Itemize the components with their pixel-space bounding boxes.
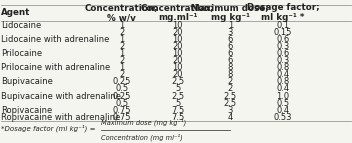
- Text: 0.8: 0.8: [276, 63, 290, 72]
- Text: Prilocaine with adrenaline: Prilocaine with adrenaline: [1, 63, 110, 72]
- Text: 2: 2: [119, 56, 124, 65]
- Text: 20: 20: [172, 28, 183, 37]
- Text: 0.1: 0.1: [276, 20, 289, 29]
- Text: 2: 2: [228, 84, 233, 93]
- Text: 0.53: 0.53: [274, 113, 292, 122]
- Text: 0.5: 0.5: [115, 99, 128, 108]
- Text: 0.6: 0.6: [276, 35, 290, 44]
- Text: 8: 8: [228, 70, 233, 79]
- Text: Ropivacaine: Ropivacaine: [1, 106, 52, 115]
- Text: 10: 10: [172, 63, 183, 72]
- Text: 0.4: 0.4: [276, 70, 289, 79]
- Text: 6: 6: [228, 56, 233, 65]
- Text: 10: 10: [172, 35, 183, 44]
- Text: 0.25: 0.25: [113, 92, 131, 101]
- Text: 3: 3: [228, 106, 233, 115]
- Text: 1.0: 1.0: [276, 92, 289, 101]
- Text: 1: 1: [119, 49, 124, 58]
- Text: Maximum dose (mg kg⁻¹): Maximum dose (mg kg⁻¹): [101, 119, 186, 126]
- Text: Lidocaine with adrenaline: Lidocaine with adrenaline: [1, 35, 109, 44]
- Text: 5: 5: [175, 99, 180, 108]
- Text: Concentration (mg ml⁻¹): Concentration (mg ml⁻¹): [101, 133, 182, 141]
- Text: 1: 1: [228, 20, 233, 29]
- Text: 2.5: 2.5: [224, 92, 237, 101]
- Text: 4: 4: [228, 113, 233, 122]
- Text: Agent: Agent: [1, 8, 30, 17]
- Text: 0.3: 0.3: [276, 42, 290, 51]
- Text: Ropivacaine with adrenaline: Ropivacaine with adrenaline: [1, 113, 120, 122]
- Text: 0.3: 0.3: [276, 56, 290, 65]
- Text: 5: 5: [175, 84, 180, 93]
- Text: Concentration;
% w/v: Concentration; % w/v: [85, 3, 158, 22]
- Text: 0.15: 0.15: [274, 28, 292, 37]
- Text: 6: 6: [228, 35, 233, 44]
- Text: 20: 20: [172, 70, 183, 79]
- Text: 3: 3: [228, 28, 233, 37]
- Text: Bupivacaine with adrenaline: Bupivacaine with adrenaline: [1, 92, 121, 101]
- Text: 1: 1: [119, 20, 124, 29]
- Text: 0.6: 0.6: [276, 49, 290, 58]
- Text: 6: 6: [228, 42, 233, 51]
- Text: 0.75: 0.75: [112, 106, 131, 115]
- Text: 1: 1: [119, 63, 124, 72]
- Text: 1: 1: [119, 35, 124, 44]
- Text: 7.5: 7.5: [171, 113, 184, 122]
- Text: 0.4: 0.4: [276, 106, 289, 115]
- Text: Maximum dose;
mg kg⁻¹: Maximum dose; mg kg⁻¹: [191, 3, 269, 22]
- Text: 2.5: 2.5: [171, 77, 184, 86]
- Text: 20: 20: [172, 56, 183, 65]
- Text: 0.25: 0.25: [113, 77, 131, 86]
- Text: 2: 2: [119, 28, 124, 37]
- Text: 6: 6: [228, 49, 233, 58]
- Text: 10: 10: [172, 49, 183, 58]
- Text: 2.5: 2.5: [171, 92, 184, 101]
- Text: 10: 10: [172, 20, 183, 29]
- Text: *Dosage factor (ml kg⁻¹) =: *Dosage factor (ml kg⁻¹) =: [1, 124, 98, 132]
- Text: 7.5: 7.5: [171, 106, 184, 115]
- Text: 0.8: 0.8: [276, 77, 290, 86]
- Text: 2: 2: [119, 42, 124, 51]
- Text: 20: 20: [172, 42, 183, 51]
- Text: Dosage factor;
ml kg⁻¹ *: Dosage factor; ml kg⁻¹ *: [246, 3, 319, 22]
- Text: 2: 2: [119, 70, 124, 79]
- Text: 2.5: 2.5: [224, 99, 237, 108]
- Text: 0.75: 0.75: [112, 113, 131, 122]
- Text: Bupivacaine: Bupivacaine: [1, 77, 52, 86]
- Text: Lidocaine: Lidocaine: [1, 20, 41, 29]
- Text: 0.5: 0.5: [115, 84, 128, 93]
- Text: 0.4: 0.4: [276, 84, 289, 93]
- Text: Prilocaine: Prilocaine: [1, 49, 42, 58]
- Text: 0.5: 0.5: [276, 99, 289, 108]
- Text: 2: 2: [228, 77, 233, 86]
- Text: Concentration;
mg.ml⁻¹: Concentration; mg.ml⁻¹: [141, 3, 215, 22]
- Text: 8: 8: [228, 63, 233, 72]
